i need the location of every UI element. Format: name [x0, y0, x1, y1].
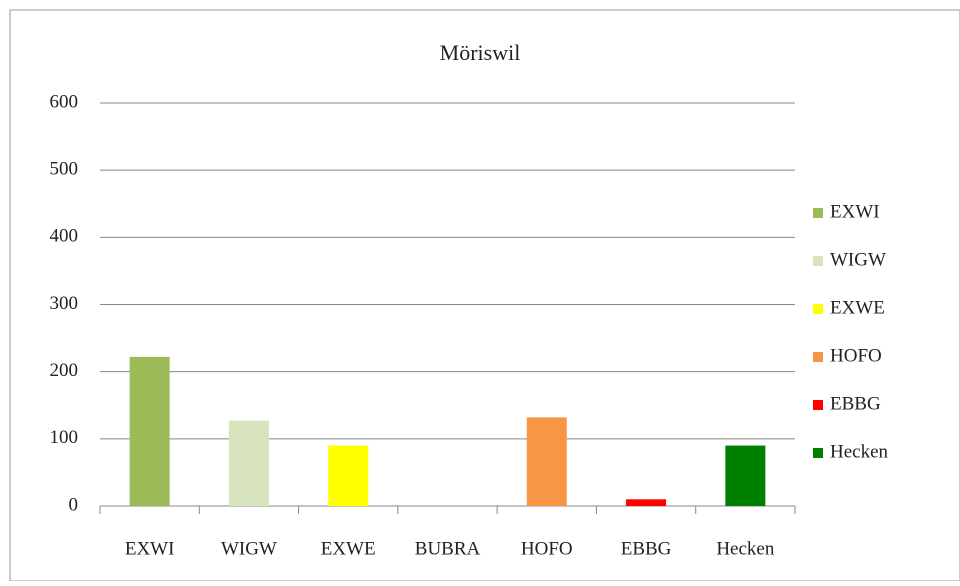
y-tick-label: 400	[50, 226, 79, 247]
x-tick-label: EXWI	[125, 538, 175, 559]
legend-swatch	[813, 448, 823, 458]
x-tick-label: EXWE	[321, 538, 376, 559]
bar	[328, 445, 369, 506]
bar	[626, 499, 667, 506]
legend-label: EBBG	[830, 393, 881, 414]
y-tick-label: 300	[50, 293, 79, 314]
legend-swatch	[813, 304, 823, 314]
legend-label: EXWE	[830, 297, 885, 318]
y-tick-label: 0	[69, 494, 79, 515]
y-tick-label: 500	[50, 159, 79, 180]
bar	[228, 420, 269, 506]
bar	[129, 356, 170, 506]
x-tick-label: EBBG	[621, 538, 672, 559]
legend-label: Hecken	[830, 441, 889, 462]
legend-swatch	[813, 352, 823, 362]
x-tick-label: BUBRA	[415, 538, 481, 559]
legend-label: HOFO	[830, 345, 882, 366]
bar	[725, 445, 766, 506]
y-tick-label: 600	[50, 91, 79, 112]
legend-swatch	[813, 208, 823, 218]
legend-label: WIGW	[830, 249, 886, 270]
y-tick-label: 200	[50, 360, 79, 381]
x-tick-label: HOFO	[521, 538, 573, 559]
bar	[526, 417, 567, 506]
legend-swatch	[813, 400, 823, 410]
y-tick-label: 100	[50, 427, 79, 448]
chart-title: Möriswil	[440, 40, 521, 65]
legend-label: EXWI	[830, 201, 880, 222]
x-tick-label: Hecken	[716, 538, 775, 559]
legend-swatch	[813, 256, 823, 266]
x-tick-label: WIGW	[221, 538, 277, 559]
